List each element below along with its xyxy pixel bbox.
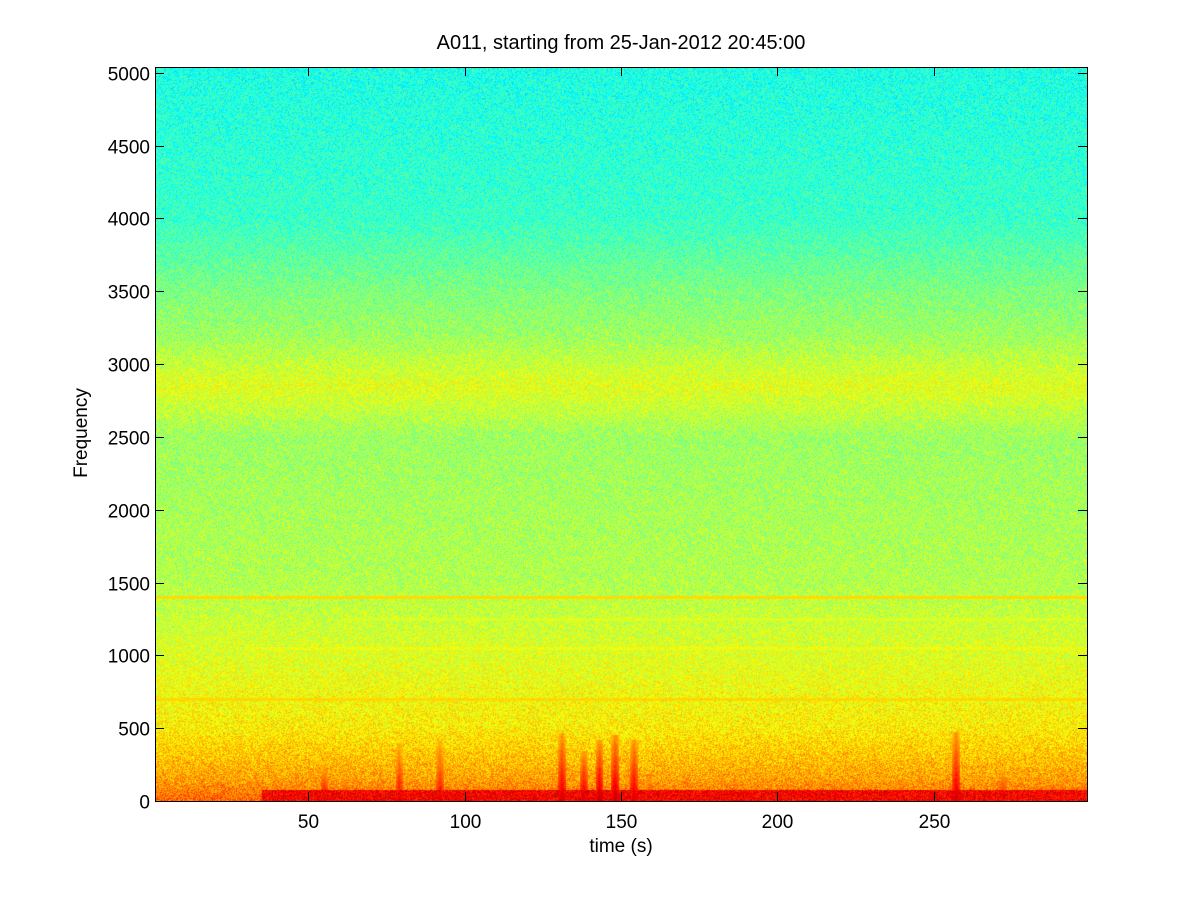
- x-tick-label: 150: [606, 812, 638, 833]
- y-tick-label: 1500: [108, 575, 150, 596]
- ticks: 50 100 150 200 25005001000150020002500300035…: [108, 65, 1087, 833]
- chart-title: A011, starting from 25-Jan-2012 20:45:00: [436, 32, 806, 54]
- y-tick-label: 2500: [108, 429, 150, 450]
- x-tick-label: 250: [919, 812, 951, 833]
- x-tick-label: 50: [298, 812, 319, 833]
- y-tick-label: 4000: [108, 210, 150, 231]
- spectrogram-image: [155, 67, 1087, 801]
- y-tick-label: 0: [139, 793, 150, 814]
- x-tick-label: 100: [450, 812, 482, 833]
- y-tick-label: 500: [118, 720, 150, 741]
- axes-box: [155, 67, 1088, 802]
- y-tick-label: 5000: [108, 65, 150, 86]
- y-tick-label: 2000: [108, 502, 150, 523]
- y-tick-label: 4500: [108, 138, 150, 159]
- x-axis-label: time (s): [589, 836, 653, 857]
- y-tick-label: 1000: [108, 647, 150, 668]
- y-tick-label: 3500: [108, 283, 150, 304]
- x-tick-label: 200: [762, 812, 794, 833]
- y-tick-label: 3000: [108, 356, 150, 377]
- plot-area: [155, 67, 1087, 801]
